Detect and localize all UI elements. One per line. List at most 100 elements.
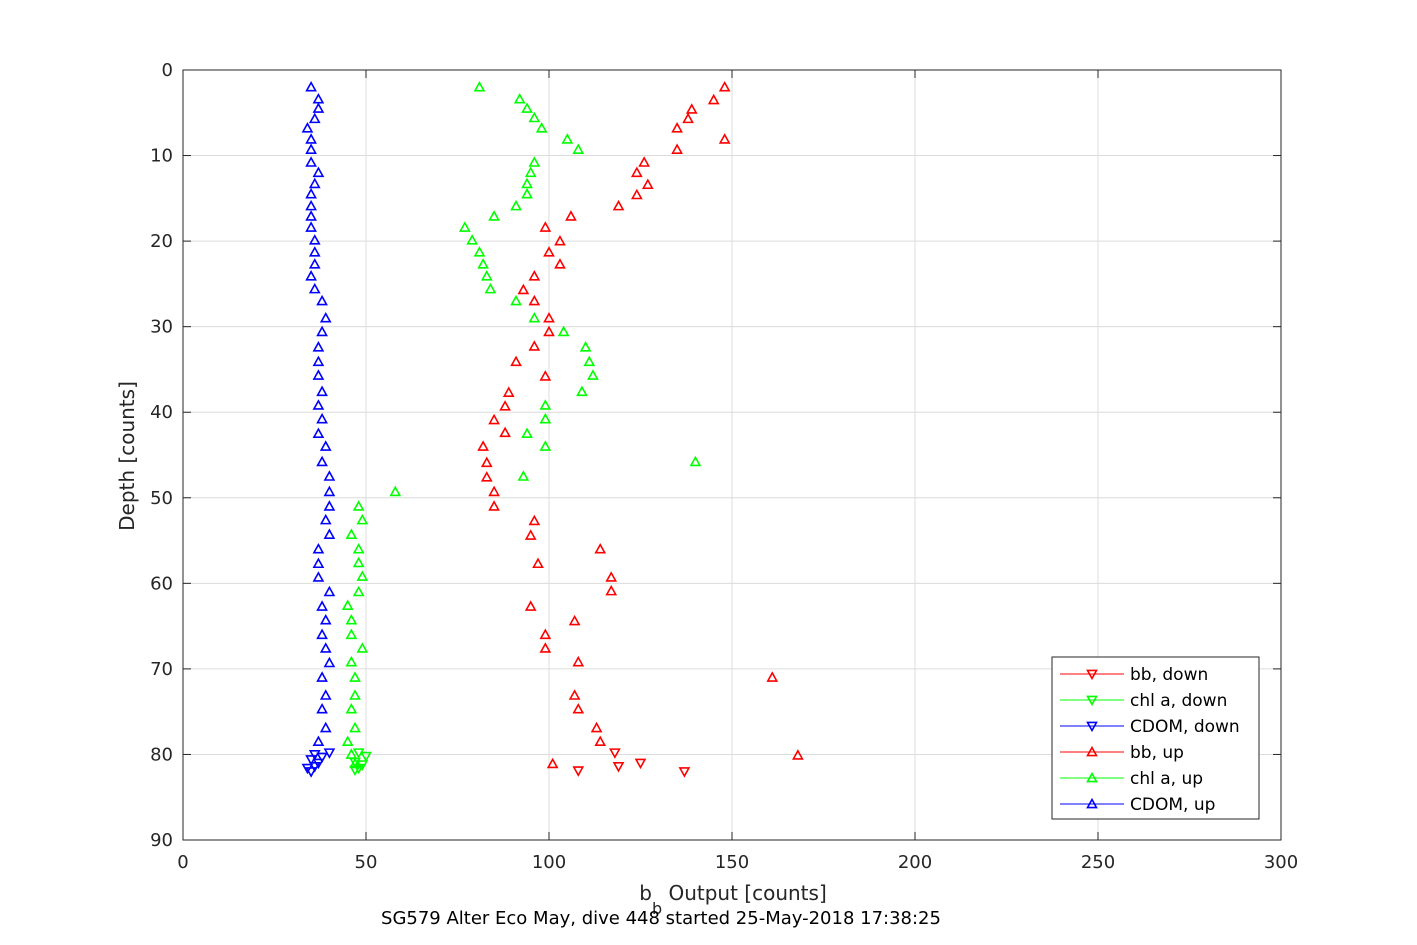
data-point <box>594 542 607 554</box>
data-point <box>312 369 325 380</box>
data-point <box>480 456 493 468</box>
data-point <box>316 294 328 306</box>
data-point <box>539 221 552 232</box>
data-point <box>513 92 526 104</box>
x-tick-label: 150 <box>715 852 749 873</box>
data-point <box>539 440 552 451</box>
data-point <box>316 600 328 611</box>
data-point <box>458 221 471 232</box>
data-point <box>349 689 361 700</box>
data-point <box>305 210 317 221</box>
data-point <box>521 177 533 189</box>
data-point <box>345 655 358 667</box>
data-point <box>528 514 541 526</box>
data-point <box>543 325 555 337</box>
data-point <box>305 156 317 167</box>
data-point <box>316 325 328 337</box>
data-point <box>316 628 328 640</box>
data-point <box>539 628 552 640</box>
data-point <box>345 748 358 759</box>
data-point <box>319 513 332 525</box>
y-axis-title: Depth [counts] <box>115 381 139 531</box>
data-point <box>524 166 537 178</box>
y-tick-label: 20 <box>150 231 173 252</box>
data-point <box>312 399 325 410</box>
data-point <box>510 294 522 306</box>
data-point <box>473 246 486 257</box>
data-point <box>360 751 372 763</box>
y-tick-label: 30 <box>150 317 173 338</box>
data-point <box>312 557 325 569</box>
legend-marker <box>1086 745 1098 757</box>
x-axis-title-rest: Output [counts] <box>662 881 827 905</box>
legend-label: chl a, up <box>1130 769 1203 789</box>
data-point <box>308 750 321 761</box>
data-point <box>319 311 332 323</box>
data-point <box>323 470 336 481</box>
y-tick-label: 0 <box>162 60 173 81</box>
data-point <box>352 585 365 597</box>
data-point <box>528 340 541 351</box>
data-point <box>345 702 358 714</box>
data-point <box>312 571 325 582</box>
data-point <box>305 221 317 232</box>
data-point <box>612 762 625 773</box>
data-point <box>389 485 402 497</box>
series-3 <box>477 80 804 769</box>
data-point <box>319 721 332 733</box>
data-point <box>345 628 358 640</box>
data-point <box>554 258 566 269</box>
data-point <box>572 702 585 714</box>
data-point <box>590 721 603 733</box>
data-point <box>312 341 325 352</box>
data-point <box>356 760 369 771</box>
data-point <box>539 412 552 424</box>
data-point <box>605 584 618 596</box>
y-tick-label: 70 <box>150 659 173 680</box>
data-point <box>312 735 325 747</box>
legend-label: bb, up <box>1130 743 1184 763</box>
data-point <box>312 427 325 439</box>
x-tick-label: 300 <box>1264 852 1298 873</box>
data-point <box>568 689 581 700</box>
data-point <box>341 599 354 610</box>
data-point <box>356 642 369 653</box>
data-point <box>609 748 621 759</box>
x-axis-title-subscript: b <box>652 899 662 918</box>
x-tick-label: 100 <box>532 852 566 873</box>
data-point <box>718 133 731 144</box>
data-point <box>682 112 694 124</box>
x-axis-title: bb Output [counts] <box>639 881 827 918</box>
legend-label: chl a, down <box>1130 691 1227 711</box>
series-2 <box>301 748 336 778</box>
data-point <box>535 122 548 133</box>
data-point <box>557 325 570 337</box>
legend-marker <box>1086 669 1098 681</box>
data-point <box>671 143 683 154</box>
data-point <box>323 656 336 668</box>
y-tick-label: 50 <box>150 488 173 509</box>
data-point <box>766 671 779 682</box>
data-point <box>641 178 654 190</box>
data-point <box>308 112 321 124</box>
data-point <box>312 542 325 554</box>
data-point <box>305 80 317 92</box>
data-point <box>308 246 321 257</box>
data-point <box>502 386 515 397</box>
data-point <box>488 210 500 221</box>
data-point <box>499 400 511 411</box>
y-tick-label: 60 <box>150 573 173 594</box>
data-point <box>792 749 804 760</box>
data-point <box>707 93 720 105</box>
data-point <box>323 500 336 511</box>
data-point <box>572 143 585 154</box>
chart-caption: SG579 Alter Eco May, dive 448 started 25… <box>381 908 941 929</box>
data-point <box>319 689 332 700</box>
data-point <box>510 355 522 367</box>
legend-label: CDOM, down <box>1130 717 1240 737</box>
data-point <box>305 755 317 766</box>
data-point <box>579 341 592 352</box>
data-point <box>477 440 489 451</box>
data-point <box>305 187 317 199</box>
